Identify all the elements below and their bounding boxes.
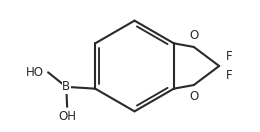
Text: O: O xyxy=(189,90,198,103)
Text: F: F xyxy=(225,69,232,82)
Text: O: O xyxy=(189,29,198,42)
Text: HO: HO xyxy=(25,66,44,79)
Text: OH: OH xyxy=(58,110,76,123)
Text: F: F xyxy=(225,50,232,63)
Text: B: B xyxy=(62,80,70,93)
